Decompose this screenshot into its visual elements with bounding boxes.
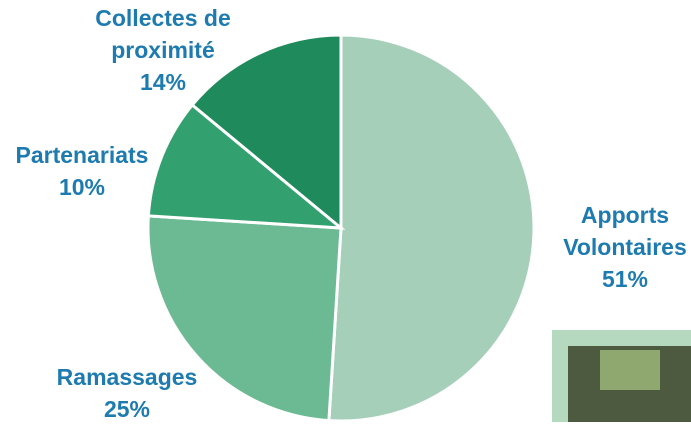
value-label: 14%	[78, 66, 248, 98]
photo-foliage	[600, 350, 660, 390]
category-name: Apports Volontaires	[545, 199, 691, 263]
pie-slice	[329, 35, 534, 421]
page: Apports Volontaires51% Ramassages25% Parte…	[0, 0, 691, 422]
value-label: 25%	[27, 393, 227, 425]
value-label: 51%	[545, 263, 691, 295]
category-name: Ramassages	[27, 361, 227, 393]
value-label: 10%	[0, 171, 172, 203]
category-name: Collectes de proximité	[78, 2, 248, 66]
category-name: Partenariats	[0, 139, 172, 171]
